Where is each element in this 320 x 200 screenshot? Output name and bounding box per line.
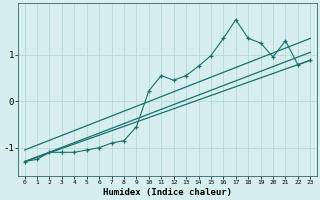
X-axis label: Humidex (Indice chaleur): Humidex (Indice chaleur) xyxy=(103,188,232,197)
